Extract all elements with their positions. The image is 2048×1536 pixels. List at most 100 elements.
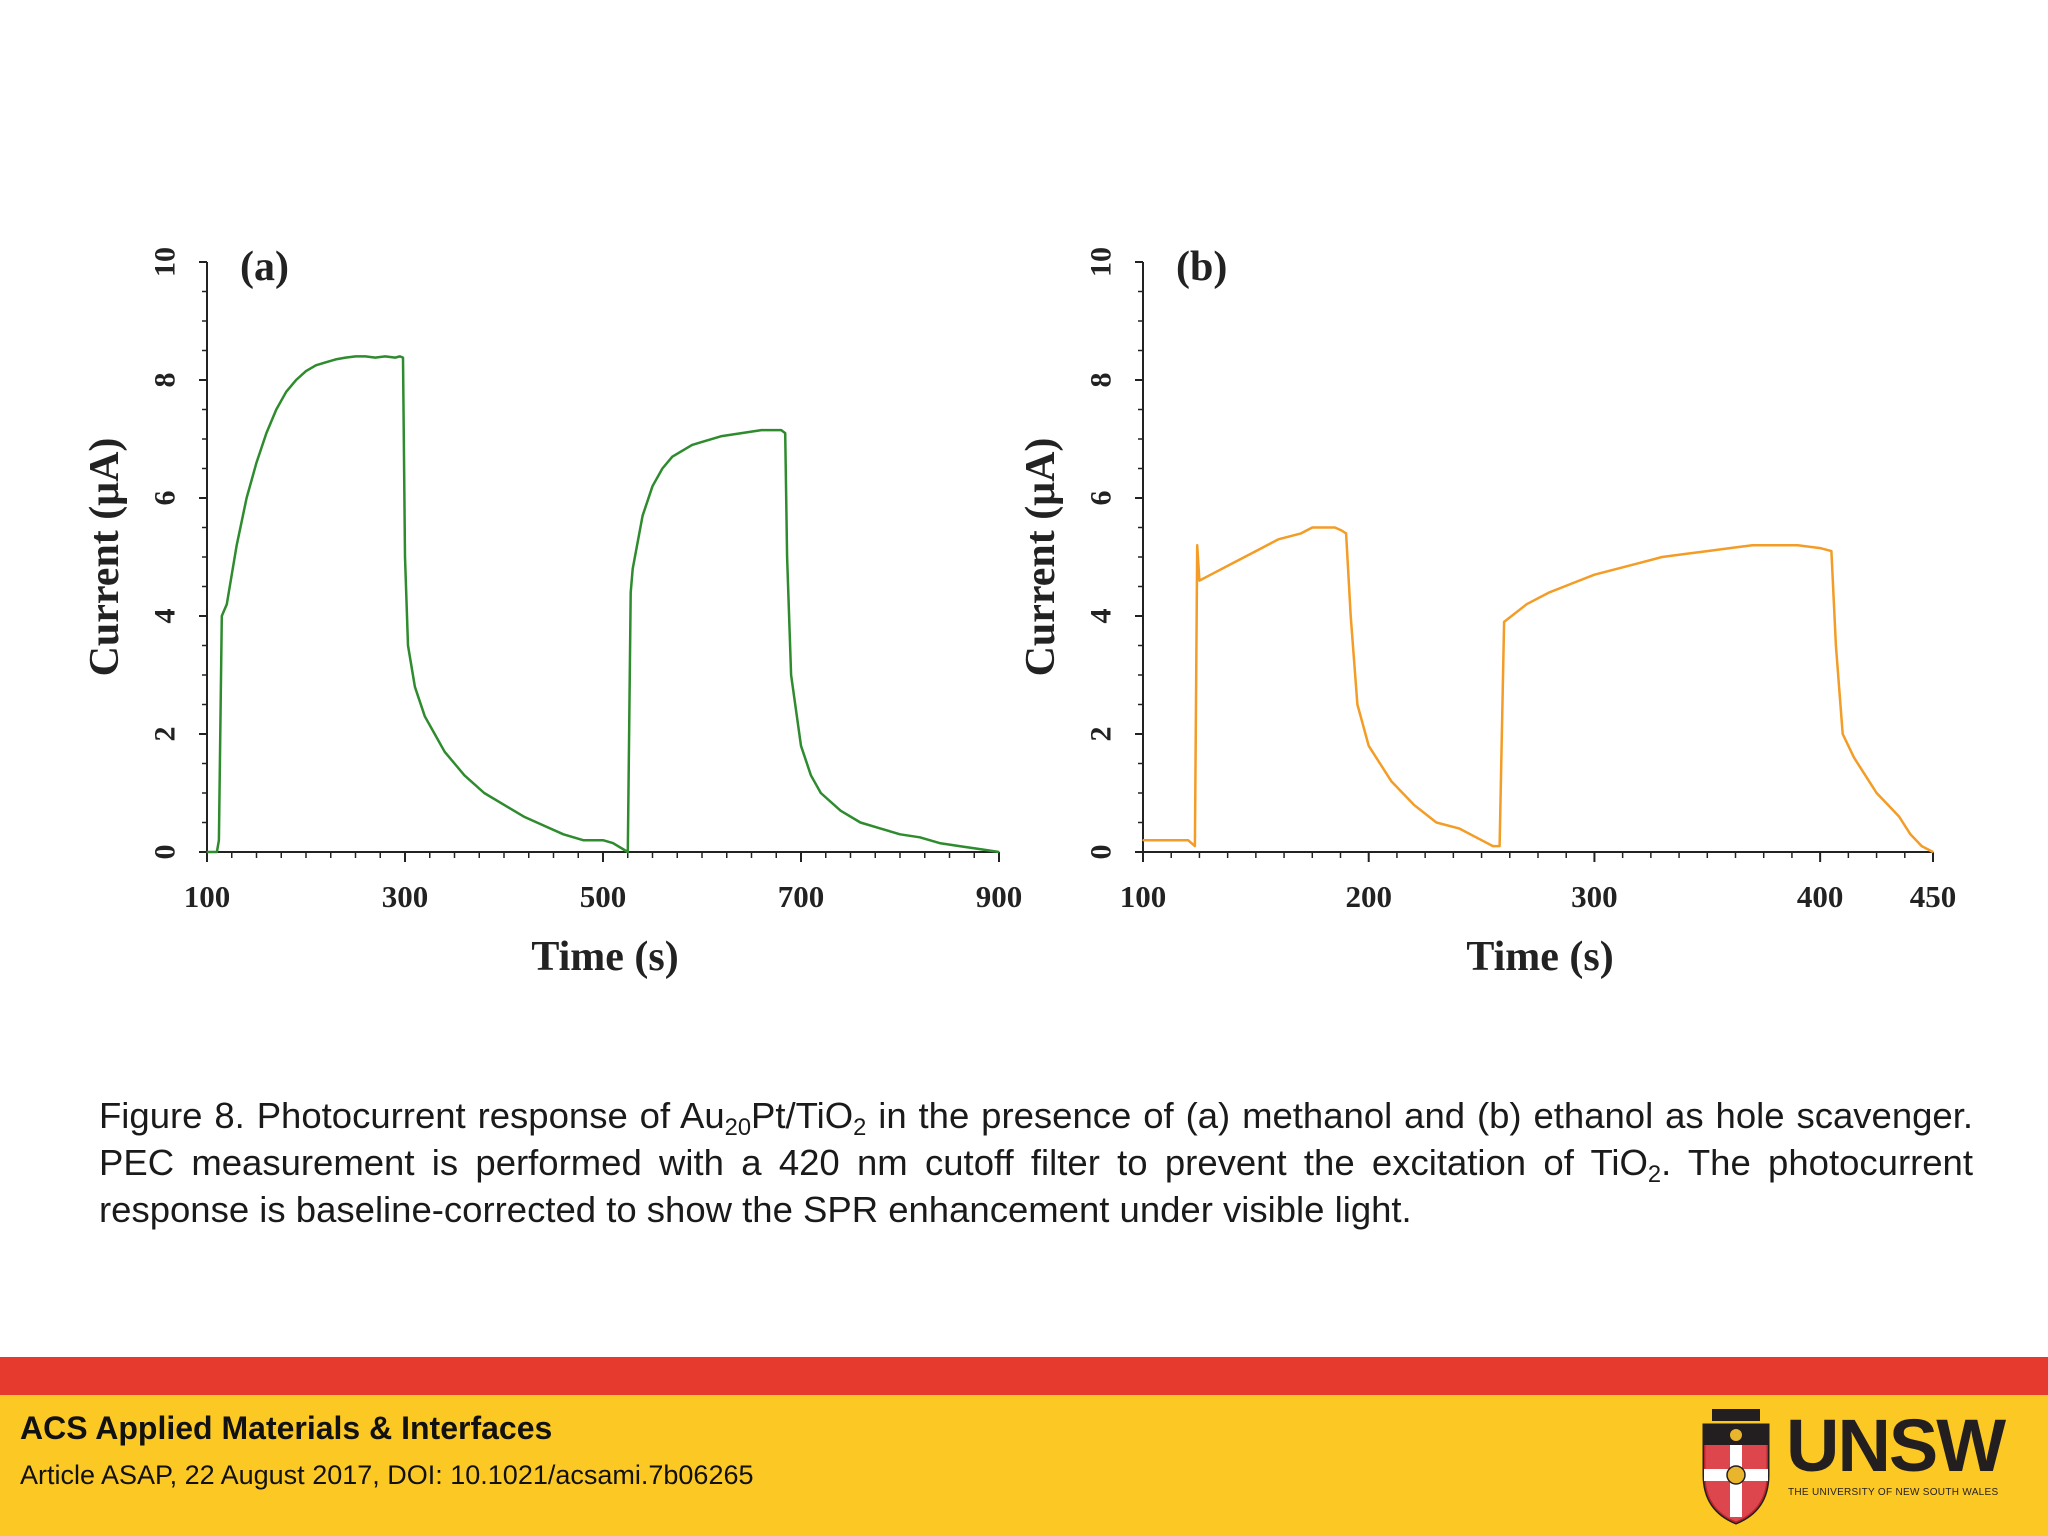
panel-b-series-line <box>1143 526 1934 854</box>
unsw-logo: UNSW THE UNIVERSITY OF NEW SOUTH WALES <box>1696 1405 2006 1527</box>
panel-a-data-point <box>691 444 693 446</box>
panel-a-y-tick-label: 6 <box>149 491 182 506</box>
panel-a-data-point <box>285 391 288 393</box>
panel-a-y-tick-label: 8 <box>149 373 182 388</box>
panel-b-data-point <box>1198 579 1201 582</box>
panel-a-data-point <box>800 745 802 747</box>
panel-a-data-point <box>839 809 842 812</box>
panel-a-data-point <box>295 379 297 381</box>
panel-a-data-point <box>978 848 980 850</box>
panel-b-data-point <box>1311 526 1314 529</box>
panel-b-data-point <box>1835 644 1837 647</box>
panel-b-data-point <box>1571 582 1573 585</box>
panel-a-data-point <box>790 674 792 676</box>
panel-a-data-point <box>344 356 347 359</box>
panel-a-data-point <box>453 762 456 765</box>
panel-b-y-tick-label: 10 <box>1085 247 1118 277</box>
panel-b-data-point <box>1356 703 1359 706</box>
panel-b-data-point <box>1345 532 1347 535</box>
panel-b-data-point <box>1932 851 1934 853</box>
panel-b-data-point <box>1142 839 1144 841</box>
panel-a-data-point <box>958 845 961 847</box>
panel-a-data-point <box>629 591 632 594</box>
panel-b-data-point <box>1774 544 1776 546</box>
panel-b-data-point <box>1277 538 1280 541</box>
panel-a-y-tick-label: 2 <box>149 727 182 742</box>
panel-a-data-point <box>562 833 565 836</box>
panel-a-data-point <box>740 432 743 434</box>
panel-b-data-point <box>1367 745 1370 747</box>
panel-a-data-point <box>899 833 901 836</box>
panel-a-y-tick-label: 10 <box>149 247 182 277</box>
panel-b-y-tick-label: 4 <box>1085 609 1118 624</box>
panel-b-label: (b) <box>1176 244 1227 290</box>
panel-a-data-point <box>651 485 654 488</box>
panel-a-data-point <box>424 715 426 718</box>
panel-a-data-point <box>820 792 822 794</box>
panel-b-data-point <box>1853 756 1855 759</box>
panel-a-data-point <box>542 824 545 827</box>
panel-b-data-point <box>1864 774 1867 777</box>
panel-b-data-point <box>1164 839 1167 841</box>
article-citation: Article ASAP, 22 August 2017, DOI: 10.10… <box>20 1460 754 1490</box>
panel-a-x-tick-label: 300 <box>382 879 429 914</box>
panel-b-data-point <box>1751 544 1754 546</box>
panel-b-data-point <box>1548 591 1551 594</box>
panel-b-data-point <box>1232 562 1235 564</box>
panel-a-x-tick-label: 700 <box>778 879 825 914</box>
panel-b-y-axis-label: Current (μA) <box>1018 438 1064 677</box>
panel-b-data-point <box>1196 544 1198 546</box>
panel-a-data-point <box>617 845 619 847</box>
panel-b-y-tick-label: 8 <box>1085 373 1118 388</box>
panel-a-data-point <box>784 432 786 434</box>
panel-b-x-tick-label: 100 <box>1120 879 1167 914</box>
panel-b-data-point <box>1322 526 1325 529</box>
panel-a-data-point <box>433 733 436 735</box>
panel-a-data-point <box>701 441 703 443</box>
panel-a-data-point <box>626 851 629 853</box>
journal-name: ACS Applied Materials & Interfaces <box>20 1410 553 1446</box>
panel-b-data-point <box>1638 562 1641 564</box>
panel-a-data-point <box>786 556 788 558</box>
panel-b-data-point <box>1334 526 1336 529</box>
panel-a-data-point <box>394 356 396 359</box>
panel-a-data-point <box>582 839 584 841</box>
panel-b-data-point <box>1593 573 1596 576</box>
panel-a-data-point <box>998 851 1000 853</box>
panel-a-x-tick-label: 900 <box>976 879 1023 914</box>
panel-a-data-point <box>859 821 862 824</box>
panel-a-data-point <box>503 804 505 806</box>
panel-a-data-point <box>810 774 812 777</box>
panel-b-data-point <box>1413 804 1415 806</box>
panel-a-data-point <box>364 355 367 358</box>
figure-caption: Figure 8. Photocurrent response of Au20P… <box>99 1095 1974 1230</box>
panel-a-data-point <box>404 556 406 558</box>
panel-b-x-axis-label: Time (s) <box>1466 934 1613 980</box>
panel-a-data-point <box>641 514 644 517</box>
panel-a-data-point <box>443 750 446 753</box>
panel-a-data-point <box>226 603 228 605</box>
panel-b-data-point <box>1525 603 1528 605</box>
footer-accent-bar <box>0 1357 2048 1395</box>
panel-a-data-point <box>919 836 921 839</box>
panel-b-x-tick-label: 300 <box>1571 879 1618 914</box>
panel-a-data-point <box>483 792 486 794</box>
panel-b-x-tick-label: 200 <box>1345 879 1392 914</box>
panel-b-data-point <box>1920 845 1923 847</box>
panel-a-data-point <box>206 851 208 853</box>
panel-a-series-line <box>207 355 1000 854</box>
panel-b-data-point <box>1503 621 1505 623</box>
panel-b-data-point <box>1887 804 1889 806</box>
panel-b-data-point <box>1435 821 1438 824</box>
panel-a-data-point <box>265 432 268 434</box>
panel-a-y-tick-label: 0 <box>149 845 182 860</box>
panel-b-y-tick-label: 2 <box>1085 727 1118 742</box>
panel-a-data-point <box>622 848 624 850</box>
panel-b-data-point <box>1390 780 1393 782</box>
panel-a-data-point <box>235 544 238 546</box>
panel-a-data-point <box>602 839 604 841</box>
panel-a-data-point <box>879 827 881 830</box>
panel-b-data-point <box>1255 550 1257 552</box>
panel-b-data-point <box>1661 556 1663 558</box>
